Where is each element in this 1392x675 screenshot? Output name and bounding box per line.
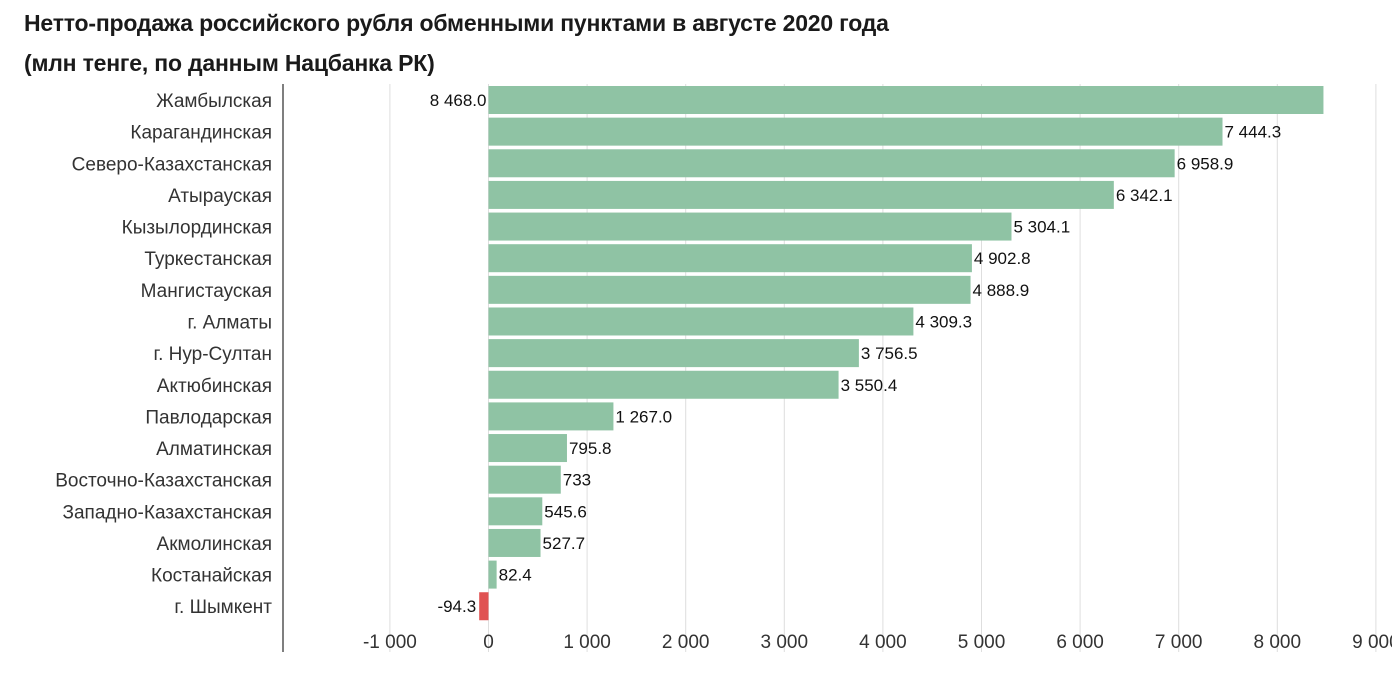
x-tick-label: 6 000 [1056,632,1104,653]
bar [488,86,1324,114]
data-label: 3 756.5 [861,344,918,363]
data-label: 7 444.3 [1225,123,1282,142]
bar [488,149,1175,178]
bar [488,307,914,336]
bar [488,370,839,399]
category-label: Алматинская [156,439,272,460]
x-tick-label: 4 000 [859,632,907,653]
category-label: г. Шымкент [174,597,272,618]
data-label: 733 [563,471,591,490]
bar [488,465,561,494]
bar [488,180,1114,209]
data-label: 545.6 [544,502,587,521]
bar [488,528,541,557]
x-tick-label: 2 000 [662,632,710,653]
category-label: Мангистауская [141,281,272,302]
x-tick-label: 5 000 [958,632,1006,653]
bar [488,117,1223,146]
category-label: Северо-Казахстанская [72,154,272,175]
category-label: Атырауская [168,186,272,207]
data-label: 6 342.1 [1116,186,1173,205]
category-label: г. Нур-Султан [153,344,272,365]
data-label: 82.4 [499,566,532,585]
x-tick-label: 8 000 [1254,632,1302,653]
category-label: Восточно-Казахстанская [55,471,272,492]
x-tick-label: 3 000 [761,632,809,653]
bar [488,434,567,463]
bar [488,497,543,526]
data-label: 527.7 [543,534,586,553]
bar [479,592,489,621]
category-label: Жамбылская [156,91,272,112]
data-label: 5 304.1 [1013,218,1070,237]
data-label: 4 309.3 [915,312,972,331]
x-tick-label: 0 [483,632,494,653]
category-label: Западно-Казахстанская [63,502,273,523]
data-label: 4 902.8 [974,249,1031,268]
category-label: Туркестанская [144,249,272,270]
bar [488,560,497,589]
category-label: г. Алматы [188,312,273,333]
data-label: 4 888.9 [973,281,1030,300]
bar [488,402,614,431]
category-label: Акмолинская [157,534,272,555]
category-label: Карагандинская [130,123,272,144]
category-label: Кызылординская [122,218,272,239]
x-tick-label: 1 000 [563,632,611,653]
bar [488,275,971,304]
data-label: 8 468.0 [430,91,487,110]
data-label: 795.8 [569,439,612,458]
bar [488,339,859,368]
data-label: -94.3 [437,597,476,616]
x-tick-label: 7 000 [1155,632,1203,653]
data-label: 1 267.0 [615,407,672,426]
category-label: Костанайская [151,566,272,587]
x-tick-label: 9 000 [1352,632,1392,653]
chart-title-line1: Нетто-продажа российского рубля обменным… [24,10,889,36]
data-label: 3 550.4 [841,376,898,395]
bar [488,244,972,273]
x-tick-label: -1 000 [363,632,417,653]
bar [488,212,1012,241]
data-label: 6 958.9 [1177,154,1234,173]
category-label: Актюбинская [157,376,272,397]
category-label: Павлодарская [145,407,272,428]
chart-title-line2: (млн тенге, по данным Нацбанка РК) [24,50,435,76]
